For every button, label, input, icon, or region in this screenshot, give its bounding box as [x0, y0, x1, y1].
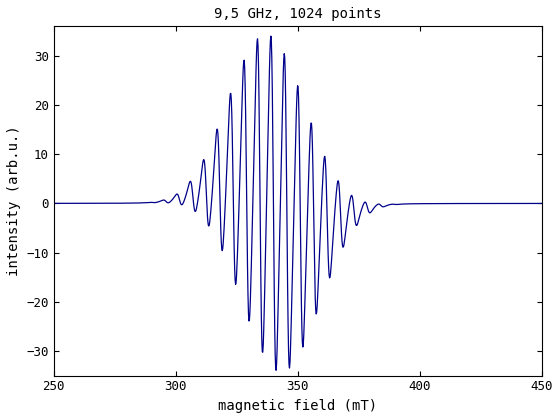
- X-axis label: magnetic field (mT): magnetic field (mT): [218, 399, 377, 413]
- Y-axis label: intensity (arb.u.): intensity (arb.u.): [7, 126, 21, 276]
- Title: 9,5 GHz, 1024 points: 9,5 GHz, 1024 points: [214, 7, 381, 21]
